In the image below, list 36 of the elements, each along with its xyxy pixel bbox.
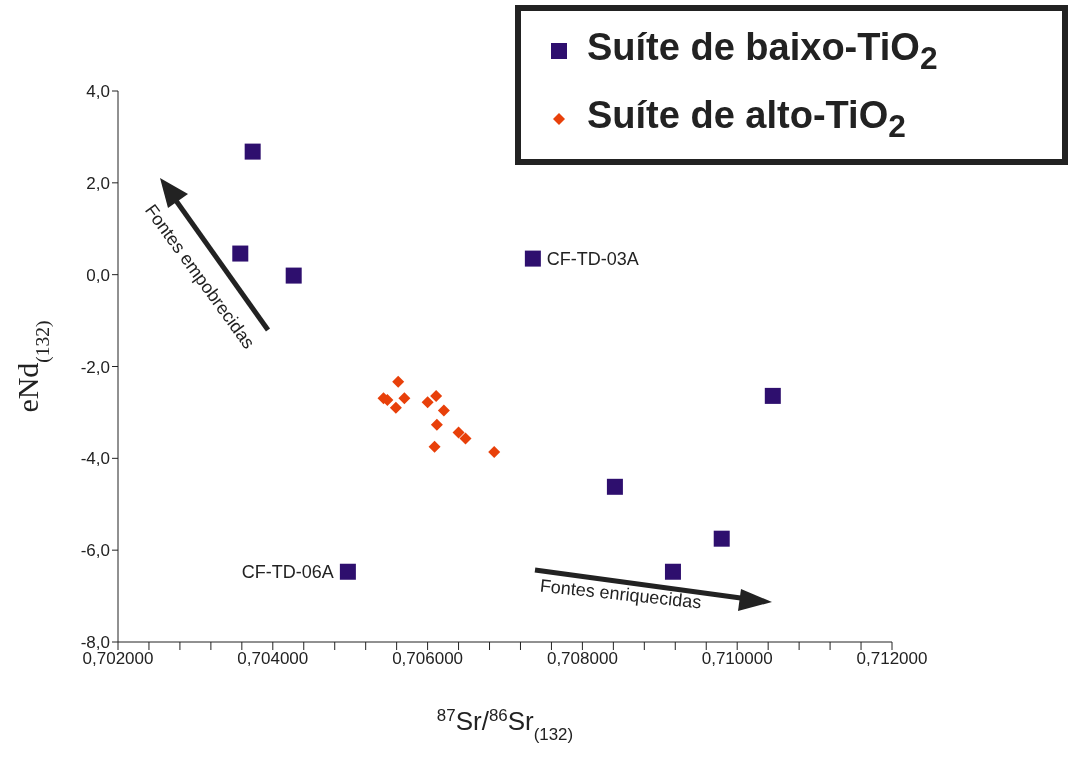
point [392, 375, 405, 388]
point [764, 387, 781, 404]
y-tick-label: -6,0 [80, 541, 110, 561]
point [459, 432, 472, 445]
x-tick-label: 0,710000 [701, 649, 773, 669]
point [398, 392, 411, 405]
y-tick-label: -2,0 [80, 357, 110, 377]
point [339, 563, 356, 580]
point [389, 401, 402, 414]
point [430, 418, 443, 431]
x-tick-label: 0,708000 [546, 649, 618, 669]
legend-label: Suíte de baixo-TiO$_{2}$ [587, 25, 938, 77]
point [488, 445, 501, 458]
y-tick-label: 2,0 [86, 173, 110, 193]
point [452, 426, 465, 439]
y-tick-label: 0,0 [86, 265, 110, 285]
y-tick-label: -4,0 [80, 449, 110, 469]
annotation: Fontes enriquecidas [538, 575, 703, 613]
annotation: CF-TD-03A [546, 248, 639, 269]
point [437, 404, 450, 417]
x-tick-label: 0,712000 [856, 649, 928, 669]
point [524, 250, 541, 267]
point [430, 389, 443, 402]
point [285, 267, 302, 284]
y-tick-label: 4,0 [86, 82, 110, 102]
point [713, 530, 730, 547]
legend-label: Suíte de alto-TiO$_{2}$ [587, 93, 906, 145]
x-tick-label: 0,706000 [392, 649, 464, 669]
point [428, 440, 441, 453]
x-tick-label: 0,704000 [237, 649, 309, 669]
x-axis-title: $^{87}$Sr/$^{86}$Sr$_{(132)}$ [436, 705, 574, 744]
annotation: CF-TD-06A [241, 562, 334, 583]
point [664, 563, 681, 580]
point [606, 478, 623, 495]
point [421, 396, 434, 409]
point [244, 143, 261, 160]
